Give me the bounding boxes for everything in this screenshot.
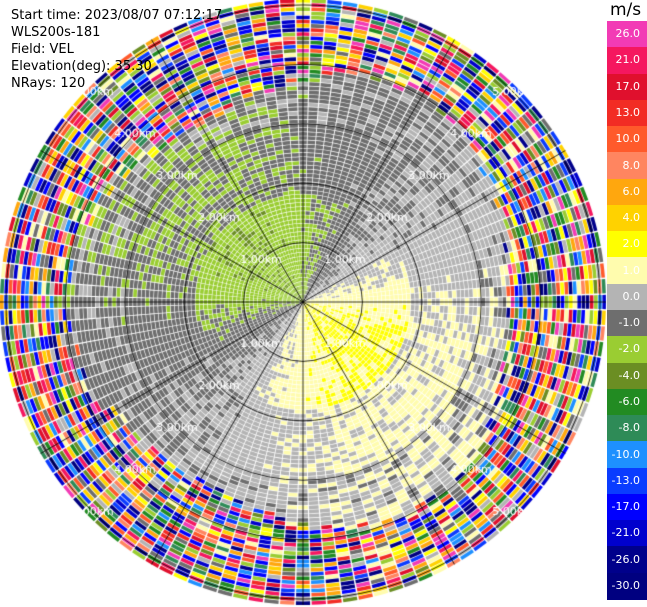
colorbar-segment (607, 310, 647, 337)
colorbar-segment (607, 21, 647, 48)
colorbar-tick-label: -6.0 (618, 394, 640, 408)
instrument-label: WLS200s-181 (11, 25, 101, 40)
colorbar-tick-label: 1.0 (622, 263, 641, 277)
colorbar-segment (607, 388, 647, 416)
nrays-label: NRays: 120 (11, 76, 86, 91)
colorbar-segment (607, 441, 647, 469)
colorbar-segment (607, 152, 647, 180)
colorbar-tick-label: -10.0 (611, 447, 640, 461)
colorbar-segment (607, 362, 647, 390)
colorbar-tick-label: -8.0 (618, 421, 640, 435)
colorbar-segment (607, 204, 647, 232)
colorbar-tick-label: 8.0 (622, 158, 641, 172)
colorbar-tick-label: 26.0 (615, 27, 641, 41)
colorbar-segment (607, 126, 647, 153)
colorbar-segment (607, 336, 647, 364)
colorbar-tick-label: -13.0 (611, 473, 640, 487)
colorbar-tick-label: -4.0 (618, 368, 640, 382)
field-label: Field: VEL (11, 42, 74, 57)
colorbar-tick-label: 4.0 (622, 211, 641, 225)
colorbar-segment (607, 178, 647, 206)
colorbar-segment (607, 493, 647, 521)
colorbar-tick-label: 0.0 (622, 289, 641, 303)
colorbar-unit: m/s (610, 0, 642, 20)
colorbar-tick-label: 6.0 (622, 184, 641, 198)
colorbar-tick-label: -26.0 (611, 552, 640, 566)
colorbar-tick-label: 21.0 (615, 53, 641, 67)
colorbar-tick-label: 17.0 (615, 79, 641, 93)
colorbar-tick-label: 13.0 (615, 105, 641, 119)
colorbar-segment (607, 231, 647, 259)
colorbar-segment (607, 415, 647, 442)
colorbar-segment (607, 73, 647, 101)
colorbar-tick-label: -17.0 (611, 500, 640, 514)
colorbar-tick-label: -1.0 (618, 316, 640, 330)
colorbar-tick-label: -21.0 (611, 526, 640, 540)
start-time-label: Start time: 2023/08/07 07:12:17 (11, 8, 223, 23)
elevation-label: Elevation(deg): 35.30 (11, 59, 152, 74)
colorbar-tick-label: -2.0 (618, 342, 640, 356)
colorbar-segment (607, 99, 647, 127)
colorbar-tick-label: -30.0 (611, 578, 640, 592)
colorbar-segment (607, 546, 647, 574)
colorbar-tick-label: 2.0 (622, 237, 641, 251)
colorbar-segment (607, 47, 647, 75)
colorbar-segment (607, 283, 647, 311)
colorbar-segment (607, 572, 647, 600)
colorbar-segment (607, 520, 647, 548)
colorbar: 26.0 21.0 17.0 13.0 10.0 8.0 6.0 4.0 2.0 1.0 0.0 -1… (607, 21, 647, 600)
colorbar-segment (607, 467, 647, 495)
ppi-velocity-plot (0, 0, 607, 607)
colorbar-tick-label: 10.0 (615, 132, 641, 146)
colorbar-segment (607, 257, 647, 285)
